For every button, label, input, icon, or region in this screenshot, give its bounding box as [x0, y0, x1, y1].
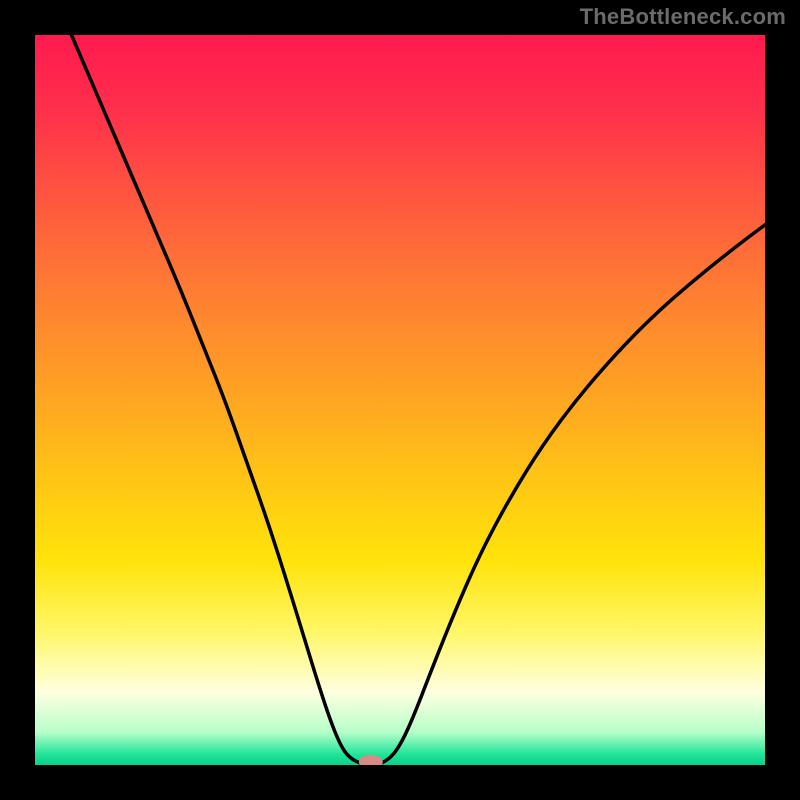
chart-container: TheBottleneck.com [0, 0, 800, 800]
bottleneck-chart [0, 0, 800, 800]
watermark-text: TheBottleneck.com [580, 4, 786, 30]
